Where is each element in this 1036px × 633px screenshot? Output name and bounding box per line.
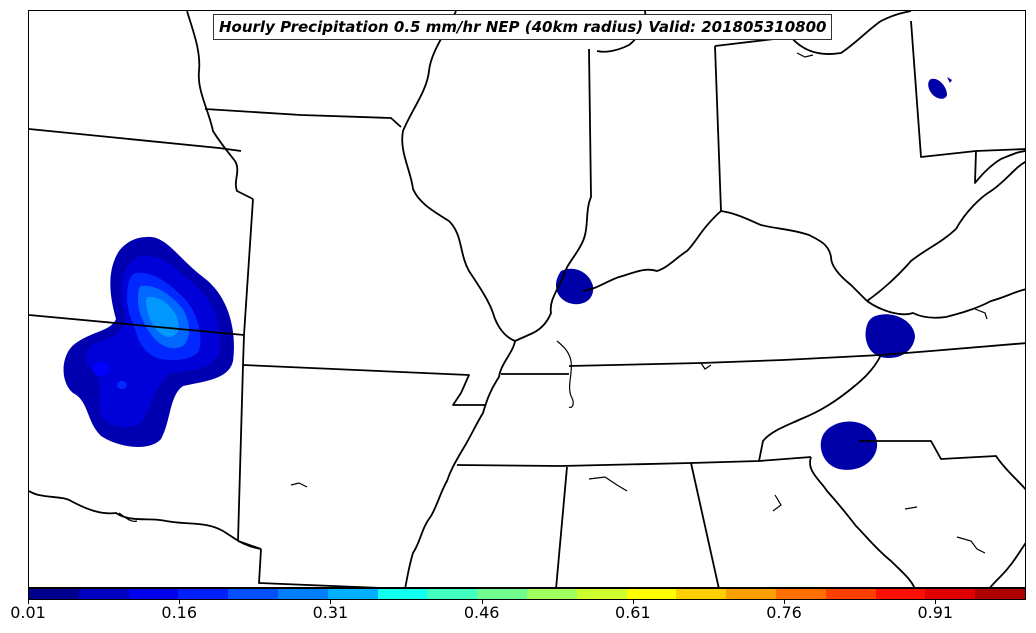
lake-marion bbox=[904, 506, 918, 510]
water-features bbox=[118, 14, 988, 554]
precip-south-carolina bbox=[820, 421, 878, 470]
precip-illinois-indiana bbox=[555, 268, 594, 305]
boundary-indiana-ohio bbox=[714, 45, 722, 212]
colorbar-segment bbox=[128, 589, 179, 599]
lake-lanier bbox=[772, 494, 782, 512]
precip-pennsylvania bbox=[928, 78, 947, 99]
colorbar-tick-label: 0.31 bbox=[312, 603, 349, 622]
boundary-kansas-missouri bbox=[237, 198, 254, 542]
colorbar-tick-label: 0.01 bbox=[10, 603, 46, 622]
boundary-arkansas-louisiana bbox=[237, 540, 262, 550]
boundary-ohio-pennsylvania bbox=[910, 20, 1025, 158]
colorbar-segment bbox=[228, 589, 278, 599]
map-title: Hourly Precipitation 0.5 mm/hr NEP (40km… bbox=[213, 14, 833, 40]
colorbar-segment bbox=[526, 589, 577, 599]
colorbar-tick-label: 0.61 bbox=[615, 603, 651, 622]
boundary-tennessee-north-carolina bbox=[758, 354, 882, 462]
lake-oklahoma bbox=[290, 482, 308, 488]
boundary-kansas-oklahoma bbox=[29, 314, 245, 336]
boundary-missouri-arkansas bbox=[242, 364, 485, 406]
boundary-mississippi-river bbox=[401, 11, 516, 587]
colorbar-segment bbox=[775, 589, 826, 599]
boundary-west-virginia-virginia bbox=[974, 150, 1025, 184]
lake-wv bbox=[974, 308, 988, 320]
lake-dale-hollow bbox=[700, 362, 712, 370]
boundary-missouri-river-northwest bbox=[186, 11, 254, 200]
colorbar-tick bbox=[330, 600, 332, 604]
colorbar-segment bbox=[626, 589, 677, 599]
state-boundaries bbox=[29, 11, 1025, 587]
colorbar-segment bbox=[178, 589, 229, 599]
map-panel bbox=[28, 10, 1026, 588]
colorbar-tick bbox=[784, 600, 786, 604]
colorbar-segment bbox=[975, 589, 1025, 599]
boundary-alabama-georgia bbox=[690, 462, 720, 587]
precip-oklahoma-kansas bbox=[63, 236, 234, 447]
precip-southwest-virginia bbox=[865, 314, 915, 359]
precip-contour-level5 bbox=[145, 296, 179, 337]
boundary-tennessee-south bbox=[456, 456, 812, 467]
south-carolina-coast bbox=[989, 542, 1025, 587]
boundary-red-river bbox=[29, 490, 262, 550]
lake-kentucky bbox=[556, 340, 574, 408]
colorbar bbox=[28, 588, 1026, 600]
boundary-mississippi-alabama bbox=[555, 466, 568, 587]
map-canvas bbox=[29, 11, 1025, 587]
colorbar-segment bbox=[277, 589, 328, 599]
colorbar-tick bbox=[28, 600, 29, 604]
boundary-ohio-river bbox=[582, 210, 868, 302]
colorbar-segment bbox=[477, 589, 527, 599]
lake-sc-coastal bbox=[956, 536, 986, 554]
colorbar-ticks: 0.01 0.16 0.31 0.46 0.61 0.76 0.91 bbox=[0, 600, 1036, 633]
boundary-north-carolina-south bbox=[859, 440, 1025, 491]
boundary-nebraska-kansas bbox=[29, 128, 242, 152]
lake-guntersville bbox=[588, 476, 628, 492]
colorbar-segment bbox=[825, 589, 876, 599]
precip-contour-inner-south bbox=[117, 381, 127, 389]
colorbar-segment bbox=[327, 589, 378, 599]
boundary-illinois-indiana bbox=[514, 48, 592, 342]
colorbar-tick-label: 0.76 bbox=[766, 603, 802, 622]
precip-contour-inner-west bbox=[93, 362, 109, 376]
colorbar-segment bbox=[875, 589, 926, 599]
boundary-kentucky-virginia bbox=[866, 288, 1025, 319]
colorbar-tick-label: 0.46 bbox=[463, 603, 500, 622]
lake-texoma bbox=[118, 512, 138, 522]
colorbar-tick bbox=[179, 600, 181, 604]
lake-michigan-bay bbox=[796, 52, 814, 58]
colorbar-segment bbox=[576, 589, 627, 599]
colorbar-tick bbox=[632, 600, 634, 604]
colorbar-segment bbox=[925, 589, 976, 599]
colorbar-segment bbox=[377, 589, 428, 599]
boundary-iowa-missouri bbox=[204, 108, 402, 128]
boundary-texas-arkansas bbox=[258, 548, 380, 587]
boundary-ohio-west-virginia bbox=[866, 161, 1025, 302]
colorbar-segment bbox=[676, 589, 727, 599]
colorbar-segment bbox=[427, 589, 478, 599]
precip-pennsylvania-small bbox=[947, 77, 952, 83]
lake-erie-shore bbox=[790, 11, 912, 55]
colorbar-segment bbox=[78, 589, 129, 599]
colorbar-tick bbox=[935, 600, 937, 604]
colorbar-tick-label: 0.91 bbox=[917, 603, 954, 622]
colorbar-tick bbox=[481, 600, 483, 604]
boundary-georgia-south-carolina bbox=[809, 456, 916, 587]
colorbar-tick-label: 0.16 bbox=[161, 603, 198, 622]
colorbar-segment bbox=[726, 589, 776, 599]
boundary-kentucky-tennessee bbox=[568, 342, 1025, 367]
colorbar-segment bbox=[29, 589, 79, 599]
